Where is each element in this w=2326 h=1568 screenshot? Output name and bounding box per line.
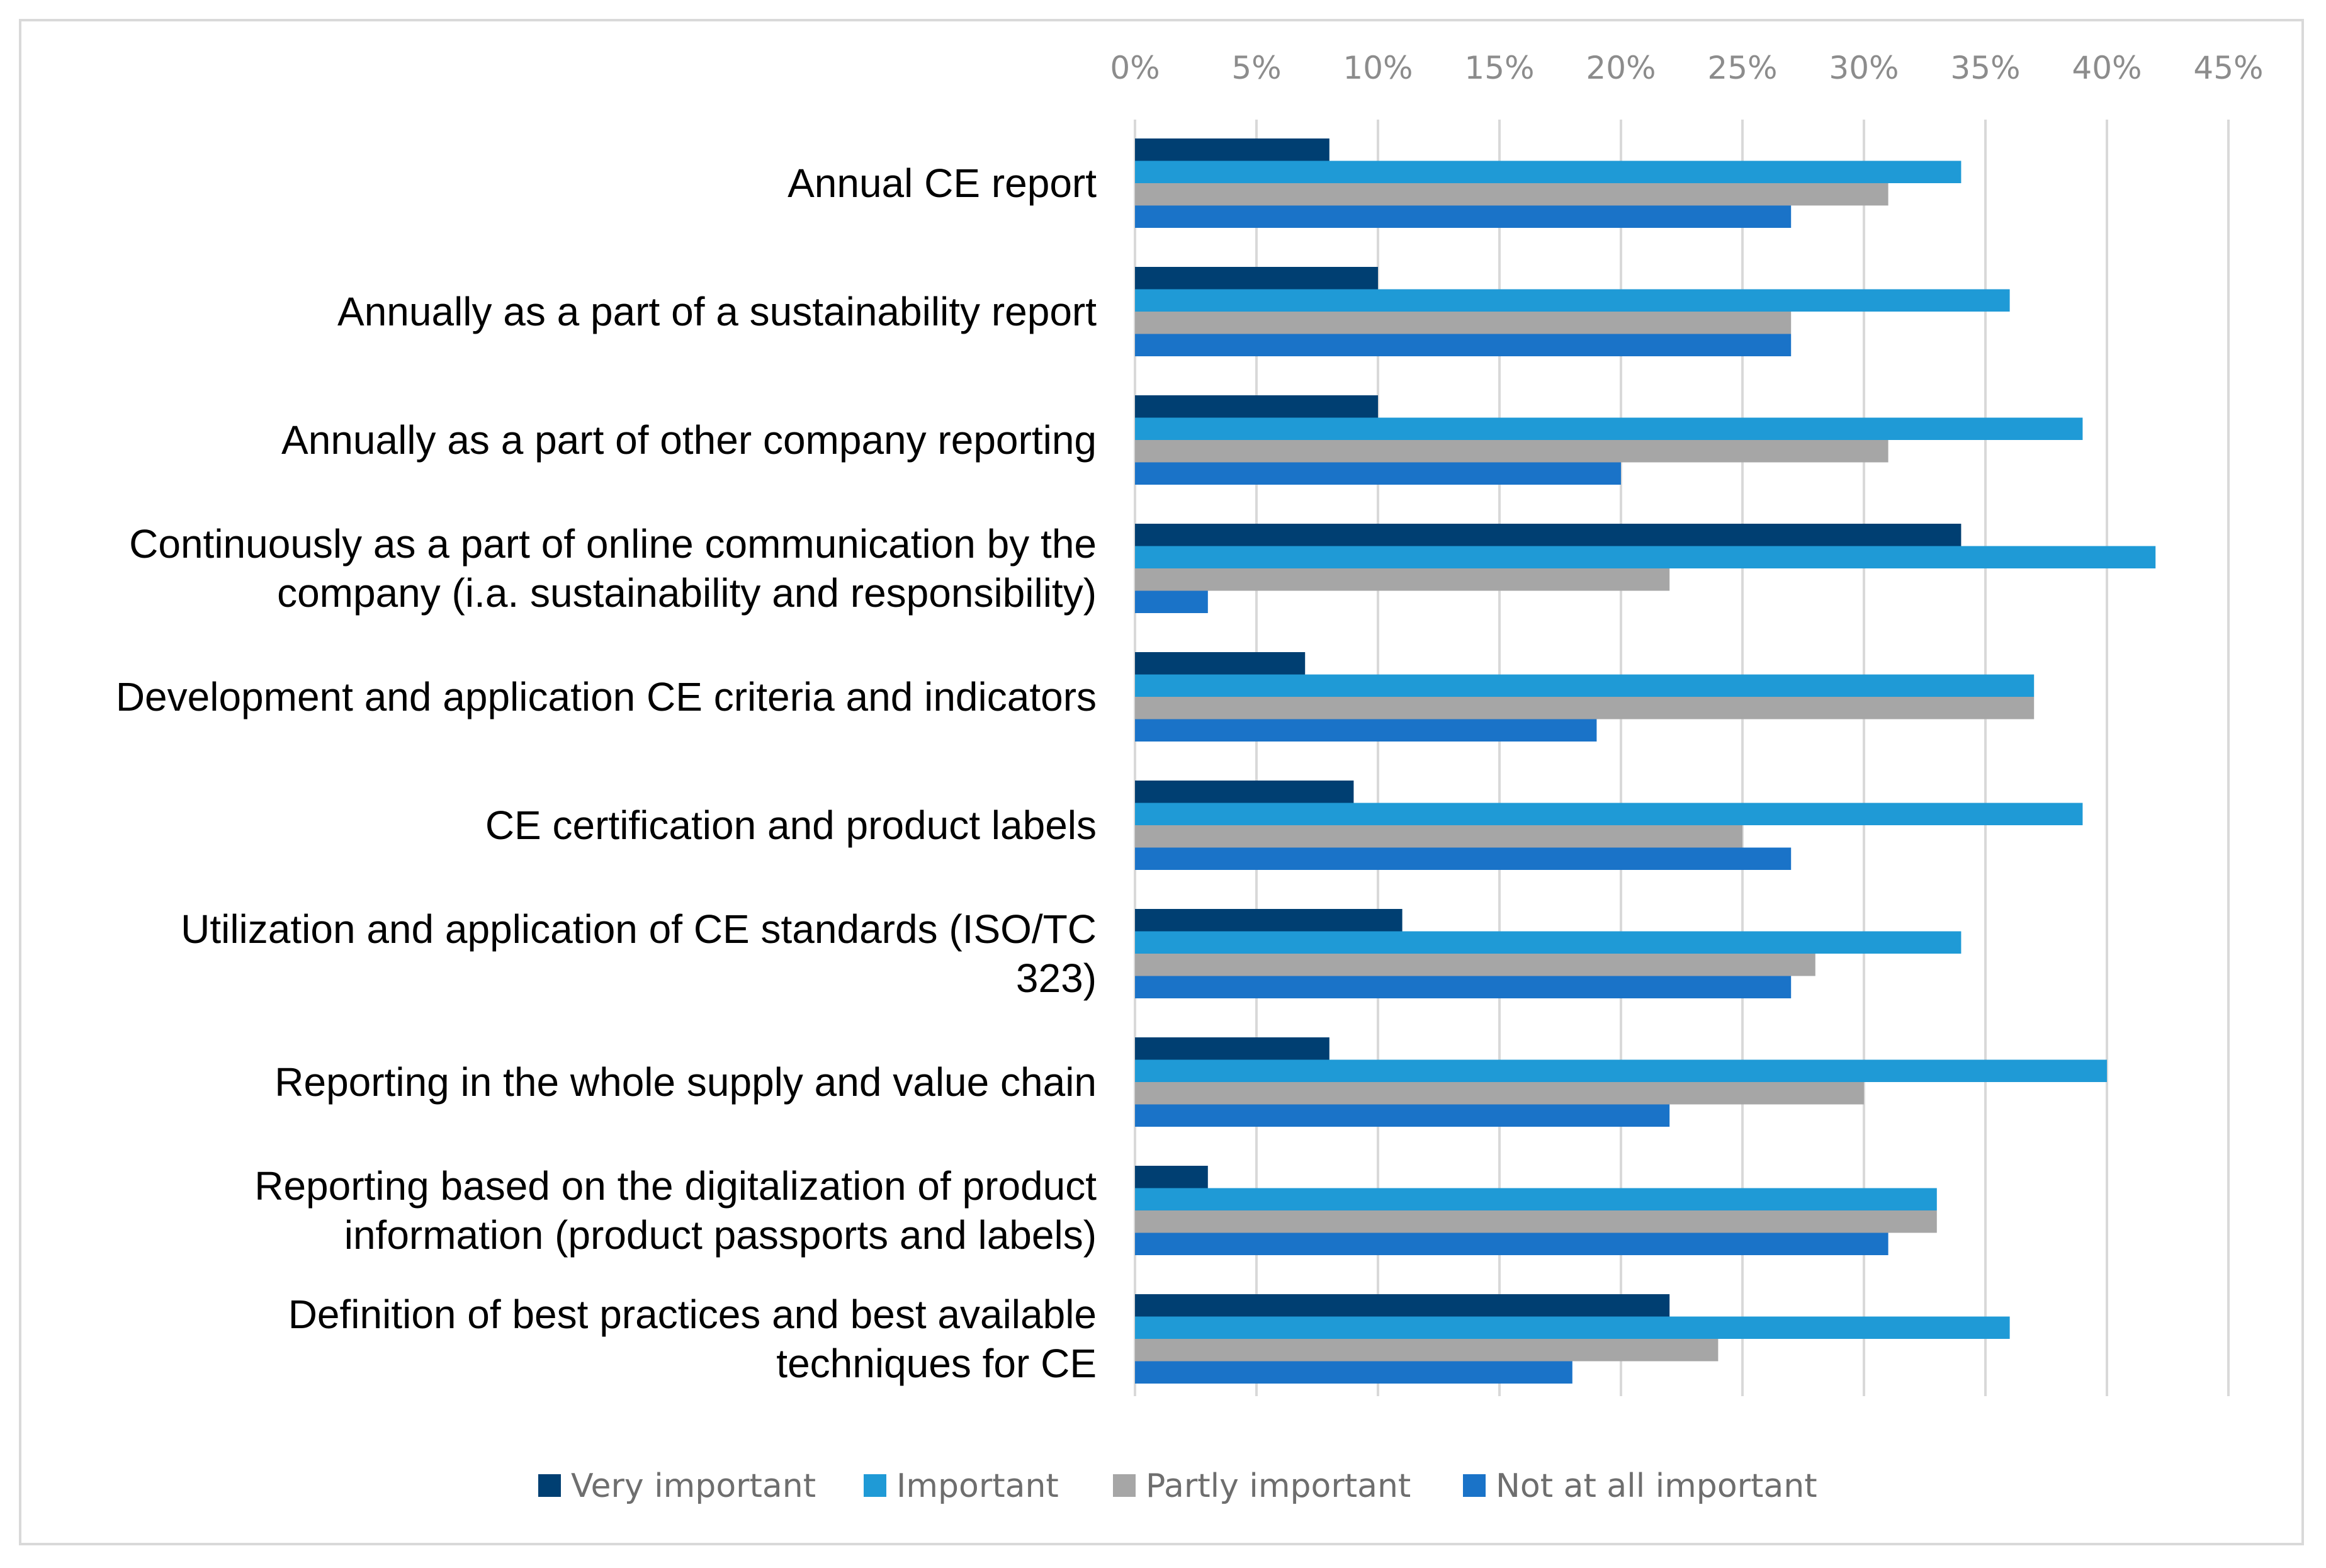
bar — [1135, 1361, 1572, 1384]
category-label: Development and application CE criteria … — [116, 674, 1097, 719]
bar — [1135, 781, 1354, 803]
x-tick-label: 25% — [1707, 50, 1777, 86]
bar — [1135, 697, 2035, 719]
category-label: 323) — [1016, 956, 1097, 1001]
bar — [1135, 417, 2083, 440]
bar — [1135, 652, 1306, 675]
bar — [1135, 590, 1208, 613]
bar — [1135, 462, 1621, 485]
category-label: Annual CE report — [788, 161, 1097, 206]
bar — [1135, 847, 1792, 870]
bar — [1135, 568, 1670, 591]
bar — [1135, 931, 1962, 954]
bar — [1135, 1037, 1330, 1060]
bar — [1135, 161, 1962, 183]
bar — [1135, 440, 1888, 463]
legend-label: Partly important — [1146, 1467, 1411, 1505]
legend-label: Important — [896, 1467, 1059, 1505]
bar — [1135, 289, 2010, 312]
category-label: company (i.a. sustainability and respons… — [277, 570, 1097, 616]
bar — [1135, 312, 1792, 334]
bar — [1135, 954, 1815, 976]
bar — [1135, 183, 1888, 206]
x-tick-label: 5% — [1231, 50, 1281, 86]
x-tick-label: 30% — [1829, 50, 1899, 86]
category-label: Reporting in the whole supply and value … — [274, 1059, 1097, 1105]
legend-label: Not at all important — [1496, 1467, 1817, 1505]
x-axis-ticks: 0% 5% 10% 15% 20% 25% 30% 35% 40% 45% — [1110, 50, 2263, 86]
bar — [1135, 1166, 1208, 1188]
bar — [1135, 395, 1378, 418]
legend-swatch — [538, 1474, 561, 1497]
category-label: Utilization and application of CE standa… — [181, 906, 1097, 952]
bars — [1135, 138, 2156, 1384]
bar — [1135, 1210, 1937, 1233]
category-label: Definition of best practices and best av… — [288, 1292, 1097, 1337]
category-label: Annually as a part of other company repo… — [281, 417, 1097, 463]
x-tick-label: 0% — [1110, 50, 1160, 86]
bar — [1135, 138, 1330, 161]
x-tick-label: 45% — [2193, 50, 2263, 86]
bar — [1135, 1104, 1670, 1127]
bar — [1135, 674, 2035, 697]
bar — [1135, 909, 1403, 932]
category-label: CE certification and product labels — [485, 803, 1097, 848]
x-tick-label: 20% — [1586, 50, 1656, 86]
bar — [1135, 334, 1792, 356]
legend-swatch — [1463, 1474, 1486, 1497]
bar — [1135, 803, 2083, 825]
bar — [1135, 205, 1792, 228]
bar — [1135, 1082, 1864, 1105]
bar — [1135, 1059, 2107, 1082]
category-label: techniques for CE — [776, 1341, 1097, 1386]
x-tick-label: 35% — [1950, 50, 2020, 86]
category-label: Annually as a part of a sustainability r… — [337, 289, 1097, 334]
legend-swatch — [864, 1474, 886, 1497]
x-tick-label: 10% — [1343, 50, 1413, 86]
legend-label: Very important — [571, 1467, 816, 1505]
bar — [1135, 976, 1792, 998]
x-tick-label: 15% — [1464, 50, 1534, 86]
legend-swatch — [1113, 1474, 1136, 1497]
bar — [1135, 1339, 1719, 1362]
bar — [1135, 719, 1597, 742]
bar — [1135, 524, 1962, 546]
category-label: information (product passports and label… — [344, 1212, 1097, 1258]
category-label: Reporting based on the digitalization of… — [254, 1163, 1097, 1209]
bar — [1135, 267, 1378, 290]
category-labels: Annual CE report Annually as a part of a … — [116, 161, 1097, 1386]
category-label: Continuously as a part of online communi… — [129, 521, 1097, 567]
legend: Very important Important Partly important N… — [538, 1467, 1817, 1505]
bar — [1135, 1316, 2010, 1339]
bar — [1135, 546, 2156, 568]
bar — [1135, 1232, 1888, 1255]
bar — [1135, 1294, 1670, 1317]
bar — [1135, 1188, 1937, 1210]
bar — [1135, 825, 1742, 848]
x-tick-label: 40% — [2072, 50, 2142, 86]
